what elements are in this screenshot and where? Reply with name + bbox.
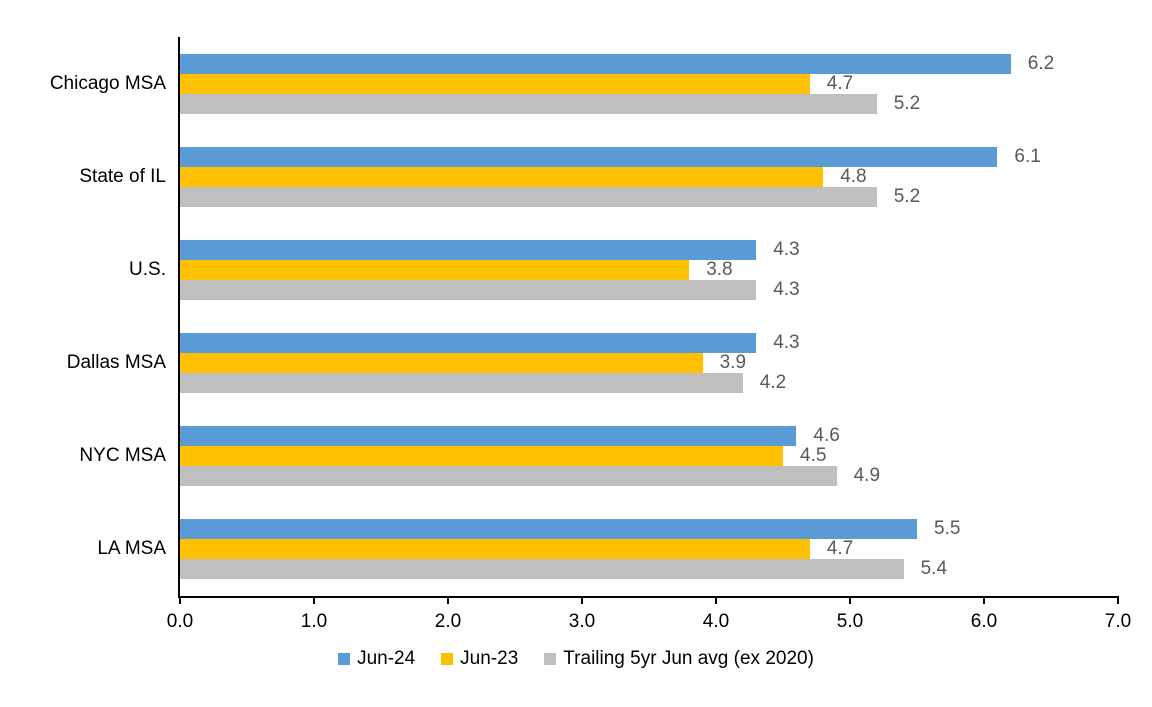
bar-value-label-jun-24-state-of-il: 6.1 xyxy=(1014,145,1041,167)
bar-value-label-jun-23-state-of-il: 4.8 xyxy=(840,165,867,187)
bar-value-label-jun-23-nyc-msa: 4.5 xyxy=(800,445,827,467)
x-tick-label-6-0: 6.0 xyxy=(970,611,998,632)
x-tick-label-0-0: 0.0 xyxy=(166,611,194,632)
bar-jun-24-nyc-msa xyxy=(180,426,797,447)
legend-label-jun-24: Jun-24 xyxy=(357,648,416,669)
bar-jun-24-state-of-il xyxy=(180,146,998,167)
bar-trailing-5yr-jun-avg-ex-2020-chicago-msa xyxy=(180,93,877,114)
legend-swatch-jun-24 xyxy=(338,653,351,665)
x-tick-mark-4-0 xyxy=(715,596,717,604)
x-tick-mark-0-0 xyxy=(179,596,181,604)
x-tick-label-1-0: 1.0 xyxy=(300,611,328,632)
legend-label-trailing-5yr-jun-avg-ex-2020: Trailing 5yr Jun avg (ex 2020) xyxy=(563,648,814,669)
bar-value-label-jun-24-chicago-msa: 6.2 xyxy=(1027,52,1055,74)
legend: Jun-24 Jun-23 Trailing 5yr Jun avg (ex 202… xyxy=(0,648,1152,670)
x-tick-mark-5-0 xyxy=(849,596,851,604)
legend-item-trailing-5yr-jun-avg-ex-2020: Trailing 5yr Jun avg (ex 2020) xyxy=(544,648,814,670)
bar-jun-23-dallas-msa xyxy=(180,353,703,374)
bar-value-label-jun-24-nyc-msa: 4.6 xyxy=(813,425,840,447)
legend-item-jun-23: Jun-23 xyxy=(441,648,518,670)
bar-trailing-5yr-jun-avg-ex-2020-state-of-il xyxy=(180,186,877,207)
bar-value-label-jun-23-u-s: 3.8 xyxy=(706,258,733,280)
bar-value-label-trailing-5yr-jun-avg-ex-2020-u-s: 4.3 xyxy=(773,278,800,300)
x-tick-mark-6-0 xyxy=(983,596,985,604)
x-tick-mark-1-0 xyxy=(313,596,315,604)
x-tick-label-7-0: 7.0 xyxy=(1104,611,1132,632)
x-tick-mark-3-0 xyxy=(581,596,583,604)
bar-value-label-trailing-5yr-jun-avg-ex-2020-nyc-msa: 4.9 xyxy=(853,465,881,487)
x-tick-mark-2-0 xyxy=(447,596,449,604)
bar-jun-23-nyc-msa xyxy=(180,446,783,467)
x-tick-mark-7-0 xyxy=(1117,596,1119,604)
legend-swatch-trailing-5yr-jun-avg-ex-2020 xyxy=(544,653,557,665)
bar-jun-24-dallas-msa xyxy=(180,333,757,354)
x-tick-label-3-0: 3.0 xyxy=(568,611,596,632)
bar-jun-24-la-msa xyxy=(180,519,917,540)
category-label-state-of-il: State of IL xyxy=(79,165,166,187)
bar-value-label-jun-23-chicago-msa: 4.7 xyxy=(826,72,854,94)
legend-label-jun-23: Jun-23 xyxy=(460,648,519,669)
bar-trailing-5yr-jun-avg-ex-2020-dallas-msa xyxy=(180,373,743,394)
bar-value-label-trailing-5yr-jun-avg-ex-2020-state-of-il: 5.2 xyxy=(893,185,921,207)
bar-jun-24-u-s xyxy=(180,239,757,260)
bar-trailing-5yr-jun-avg-ex-2020-u-s xyxy=(180,279,757,300)
bar-value-label-jun-23-la-msa: 4.7 xyxy=(826,538,854,560)
category-label-u-s: U.S. xyxy=(129,258,166,280)
legend-item-jun-24: Jun-24 xyxy=(338,648,415,670)
category-label-la-msa: LA MSA xyxy=(97,538,166,560)
bar-jun-23-la-msa xyxy=(180,539,810,560)
bar-trailing-5yr-jun-avg-ex-2020-la-msa xyxy=(180,559,904,580)
x-tick-label-5-0: 5.0 xyxy=(836,611,864,632)
bar-value-label-trailing-5yr-jun-avg-ex-2020-dallas-msa: 4.2 xyxy=(759,372,787,394)
bar-jun-23-u-s xyxy=(180,259,690,280)
bar-jun-23-chicago-msa xyxy=(180,73,810,94)
bar-value-label-jun-23-dallas-msa: 3.9 xyxy=(719,352,747,374)
x-tick-label-4-0: 4.0 xyxy=(702,611,730,632)
bar-value-label-jun-24-u-s: 4.3 xyxy=(773,238,800,260)
legend-swatch-jun-23 xyxy=(441,653,454,665)
x-axis-line xyxy=(178,596,1118,598)
bar-trailing-5yr-jun-avg-ex-2020-nyc-msa xyxy=(180,466,837,487)
x-tick-label-2-0: 2.0 xyxy=(434,611,462,632)
bar-value-label-jun-24-dallas-msa: 4.3 xyxy=(773,332,800,354)
category-label-nyc-msa: NYC MSA xyxy=(79,445,166,467)
y-axis-line xyxy=(178,37,180,598)
category-label-dallas-msa: Dallas MSA xyxy=(66,352,166,374)
bar-jun-24-chicago-msa xyxy=(180,53,1011,74)
bar-value-label-trailing-5yr-jun-avg-ex-2020-chicago-msa: 5.2 xyxy=(893,92,921,114)
category-label-chicago-msa: Chicago MSA xyxy=(49,72,166,94)
bar-jun-23-state-of-il xyxy=(180,166,824,187)
bar-value-label-jun-24-la-msa: 5.5 xyxy=(934,518,961,540)
bar-value-label-trailing-5yr-jun-avg-ex-2020-la-msa: 5.4 xyxy=(920,558,948,580)
